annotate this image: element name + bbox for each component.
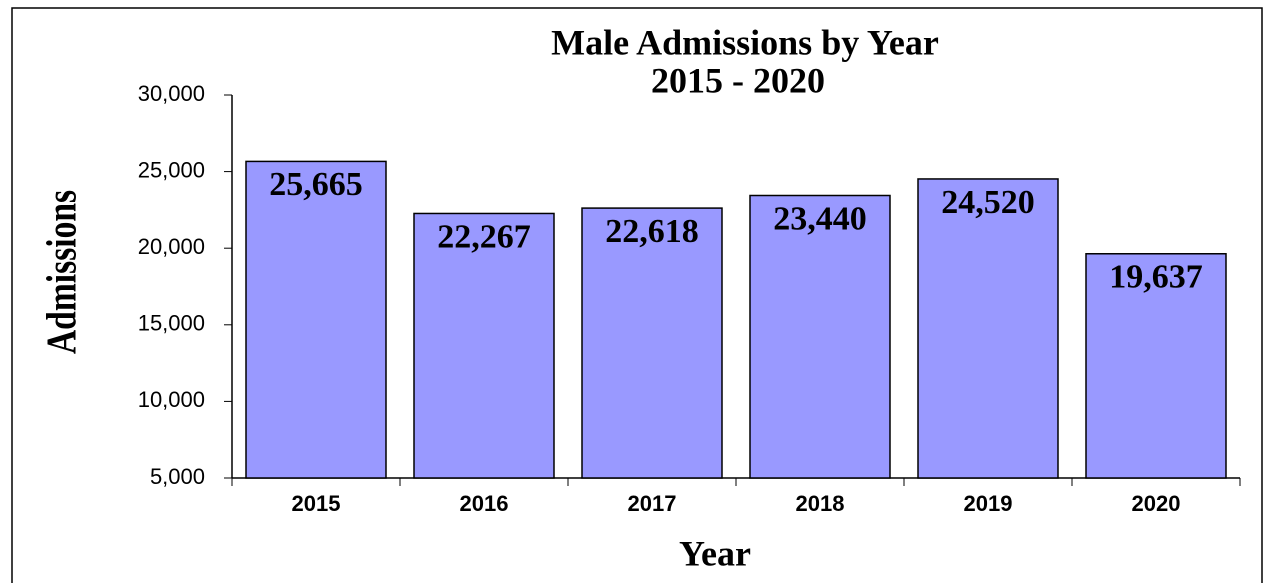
value-label: 23,440 — [773, 200, 867, 237]
value-label: 25,665 — [269, 166, 363, 203]
bar — [1085, 253, 1227, 479]
value-label: 19,637 — [1109, 259, 1203, 296]
bar — [413, 212, 555, 479]
y-tick-label: 10,000 — [138, 387, 205, 412]
x-tick-label: 2018 — [796, 491, 845, 516]
chart-subtitle: 2015 - 2020 — [651, 60, 825, 100]
x-tick-label: 2016 — [460, 491, 509, 516]
value-label: 24,520 — [941, 184, 1035, 221]
bar — [245, 160, 387, 479]
bar — [749, 194, 891, 479]
chart-title: Male Admissions by Year — [551, 22, 939, 62]
y-axis-label: Admissions — [39, 190, 85, 354]
x-tick-label: 2017 — [628, 491, 677, 516]
x-tick-label: 2015 — [292, 491, 341, 516]
x-axis-label: Year — [679, 533, 751, 573]
bar — [581, 207, 723, 479]
x-tick-label: 2020 — [1132, 491, 1181, 516]
chart-border — [11, 7, 1263, 583]
x-tick-label: 2019 — [964, 491, 1013, 516]
y-tick-label: 15,000 — [138, 311, 205, 336]
value-label: 22,618 — [605, 213, 699, 250]
value-label: 22,267 — [437, 218, 531, 255]
y-tick-label: 5,000 — [150, 464, 205, 489]
y-tick-label: 30,000 — [138, 81, 205, 106]
bar — [917, 178, 1059, 479]
y-tick-label: 20,000 — [138, 234, 205, 259]
y-tick-label: 25,000 — [138, 157, 205, 182]
